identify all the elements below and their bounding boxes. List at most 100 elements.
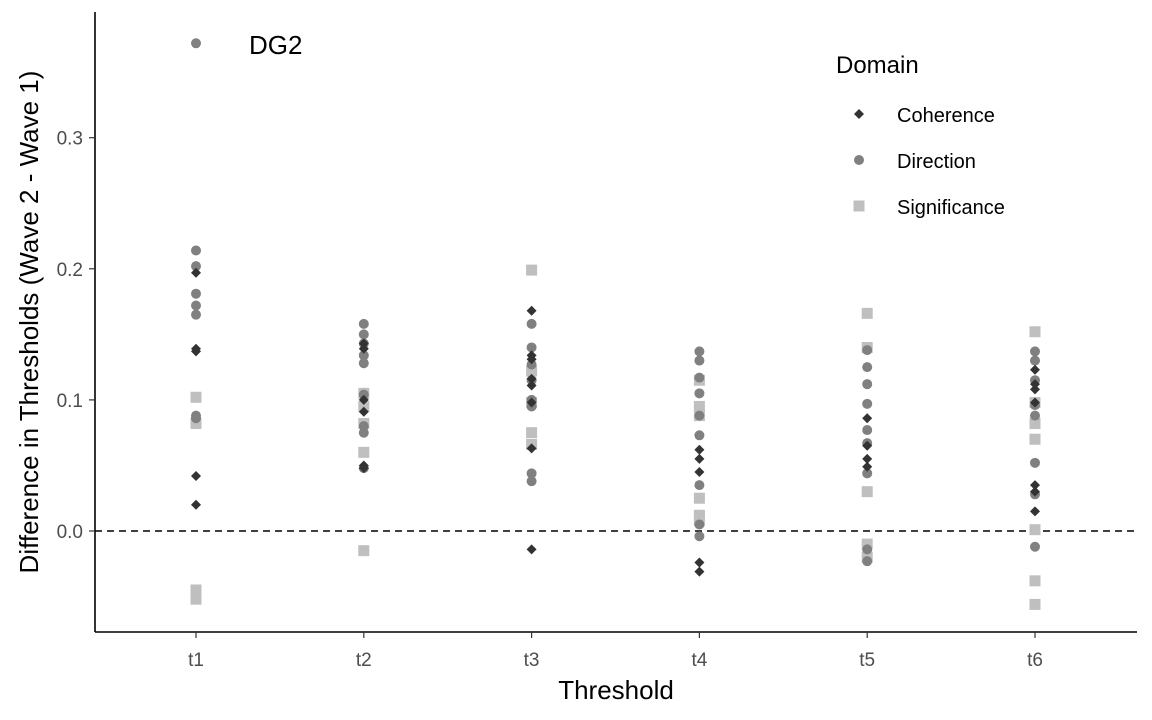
x-tick-label: t2 bbox=[356, 650, 372, 671]
significance-point bbox=[1029, 417, 1041, 429]
direction-point bbox=[358, 358, 369, 369]
legend-key-significance bbox=[853, 200, 865, 212]
direction-point bbox=[694, 410, 705, 421]
direction-point bbox=[694, 346, 705, 357]
direction-point bbox=[526, 476, 537, 487]
direction-point bbox=[526, 468, 537, 479]
coherence-point bbox=[862, 413, 873, 424]
y-tick-label: 0.3 bbox=[57, 129, 83, 150]
significance-point bbox=[526, 365, 538, 377]
coherence-point bbox=[358, 463, 369, 474]
x-tick-label: t6 bbox=[1027, 650, 1043, 671]
direction-point bbox=[191, 245, 201, 256]
coherence-point bbox=[191, 267, 201, 278]
x-axis-title: Threshold bbox=[558, 675, 674, 705]
coherence-point bbox=[526, 544, 537, 555]
coherence-point bbox=[358, 338, 369, 349]
coherence-point bbox=[191, 499, 201, 510]
coherence-point bbox=[526, 380, 537, 391]
x-tick-label: t1 bbox=[188, 650, 204, 671]
coherence-point bbox=[191, 346, 201, 357]
direction-point bbox=[694, 388, 705, 399]
coherence-point bbox=[1030, 506, 1040, 517]
direction-point bbox=[526, 318, 537, 329]
direction-point bbox=[358, 329, 369, 340]
coherence-point bbox=[694, 444, 705, 455]
direction-point bbox=[191, 413, 201, 424]
direction-point bbox=[694, 355, 705, 366]
direction-point bbox=[862, 556, 873, 567]
coherence-point bbox=[1030, 486, 1040, 497]
legend-title: Domain bbox=[836, 52, 919, 79]
direction-point bbox=[862, 398, 873, 409]
direction-point bbox=[191, 300, 201, 311]
direction-point bbox=[694, 531, 705, 542]
significance-point bbox=[1029, 433, 1041, 445]
significance-point bbox=[1029, 575, 1041, 587]
coherence-point bbox=[694, 557, 705, 568]
significance-point bbox=[1029, 598, 1041, 610]
coherence-point bbox=[526, 443, 537, 454]
significance-point bbox=[190, 584, 202, 596]
coherence-point bbox=[526, 354, 537, 365]
direction-point bbox=[1030, 355, 1040, 366]
y-tick-label: 0.1 bbox=[57, 391, 83, 412]
coherence-point bbox=[1030, 480, 1040, 491]
coherence-point bbox=[526, 397, 537, 408]
direction-point bbox=[862, 425, 873, 436]
direction-point bbox=[862, 379, 873, 390]
coherence-point bbox=[1030, 379, 1040, 390]
y-axis-title: Difference in Thresholds (Wave 2 - Wave … bbox=[14, 71, 44, 574]
coherence-point bbox=[694, 453, 705, 464]
significance-point bbox=[190, 417, 202, 429]
direction-point bbox=[526, 359, 537, 370]
direction-point bbox=[358, 389, 369, 400]
direction-point bbox=[862, 362, 873, 373]
coherence-point bbox=[1030, 397, 1040, 408]
legend: Domain Coherence Direction Significance bbox=[836, 52, 1005, 219]
coherence-point bbox=[526, 373, 537, 384]
significance-point bbox=[190, 391, 202, 403]
direction-point bbox=[694, 430, 705, 441]
significance-point bbox=[1029, 524, 1041, 536]
legend-key-direction bbox=[854, 155, 864, 165]
direction-point bbox=[1030, 457, 1040, 468]
series-coherence bbox=[191, 267, 1040, 577]
direction-point bbox=[862, 468, 873, 479]
y-tick-label: 0.0 bbox=[57, 522, 83, 543]
direction-point bbox=[862, 345, 873, 356]
direction-point bbox=[1030, 410, 1040, 421]
significance-point bbox=[526, 427, 538, 439]
coherence-point bbox=[1030, 384, 1040, 395]
significance-point bbox=[1029, 326, 1041, 338]
significance-point bbox=[358, 545, 370, 557]
x-tick-label: t5 bbox=[859, 650, 875, 671]
dg2-annotation: DG2 bbox=[249, 30, 302, 60]
coherence-point bbox=[1030, 364, 1040, 375]
significance-point bbox=[693, 400, 705, 412]
series-significance bbox=[190, 264, 1041, 610]
significance-point bbox=[861, 538, 873, 550]
direction-point bbox=[1030, 541, 1040, 552]
direction-point bbox=[358, 350, 369, 361]
coherence-point bbox=[694, 566, 705, 577]
legend-label-direction: Direction bbox=[897, 151, 976, 173]
coherence-point bbox=[526, 305, 537, 316]
direction-point bbox=[526, 342, 537, 353]
coherence-point bbox=[694, 467, 705, 478]
direction-point bbox=[191, 288, 201, 299]
legend-key-coherence bbox=[854, 109, 864, 119]
significance-point bbox=[358, 446, 370, 458]
x-tick-label: t4 bbox=[691, 650, 707, 671]
significance-point bbox=[861, 307, 873, 319]
direction-point bbox=[694, 519, 705, 530]
coherence-point bbox=[191, 470, 201, 481]
coherence-point bbox=[862, 461, 873, 472]
y-tick-label: 0.2 bbox=[57, 260, 83, 281]
significance-point bbox=[861, 486, 873, 498]
direction-point bbox=[191, 38, 201, 49]
x-tick-label: t3 bbox=[524, 650, 540, 671]
significance-point bbox=[693, 492, 705, 504]
coherence-point bbox=[358, 394, 369, 405]
